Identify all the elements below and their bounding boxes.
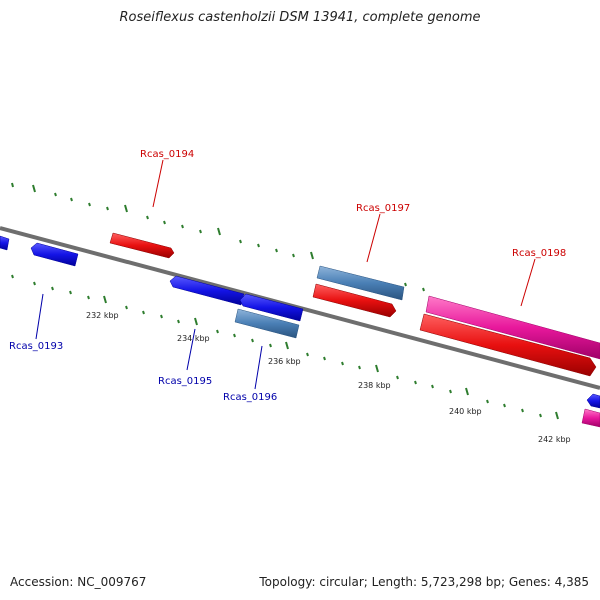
gene-left-partial-shape[interactable]: [0, 235, 10, 251]
gene-label-rcas-0195[interactable]: Rcas_0195: [158, 376, 212, 387]
tick-label-242kbp: 242 kbp: [538, 435, 571, 444]
gene-rcas-0193-shape[interactable]: [30, 242, 79, 267]
genome-title: Roseiflexus castenholzii DSM 13941, comp…: [119, 10, 481, 25]
inner-tick-track: [11, 274, 559, 420]
leader-rcas-0198: [520, 258, 536, 307]
gene-rcas-0196-shape[interactable]: [234, 308, 300, 339]
leader-rcas-0194: [152, 159, 164, 208]
gene-label-rcas-0197[interactable]: Rcas_0197: [356, 203, 410, 214]
gene-rcas-0195-shape[interactable]: [169, 275, 245, 306]
gene-rcas-0198-shape[interactable]: [419, 313, 597, 377]
gene-label-rcas-0196[interactable]: Rcas_0196: [223, 392, 277, 403]
tick-label-238kbp: 238 kbp: [358, 381, 391, 390]
gene-rcas-0197-shape[interactable]: [312, 283, 397, 318]
gene-right-partial-blue-shape[interactable]: [586, 393, 600, 409]
gene-rcas-0195b-shape[interactable]: [239, 293, 304, 322]
gene-rcas-0198-pink-shape[interactable]: [425, 295, 600, 360]
leader-rcas-0193: [35, 293, 44, 340]
gene-label-rcas-0194[interactable]: Rcas_0194: [140, 149, 194, 160]
tick-label-236kbp: 236 kbp: [268, 357, 301, 366]
gene-rcas-0194-shape[interactable]: [109, 232, 175, 259]
leader-rcas-0195: [186, 328, 196, 371]
gene-right-partial-pink-shape[interactable]: [581, 408, 600, 428]
tick-label-240kbp: 240 kbp: [449, 407, 482, 416]
leader-rcas-0196: [254, 345, 263, 390]
gene-rcas-0197-steel-shape[interactable]: [316, 265, 405, 301]
accession-text: Accession: NC_009767: [10, 575, 147, 589]
tick-label-232kbp: 232 kbp: [86, 311, 119, 320]
leader-rcas-0197: [366, 213, 381, 263]
outer-tick-track: [11, 182, 314, 260]
outer-tick-track-right: [404, 282, 425, 292]
topology-text: Topology: circular; Length: 5,723,298 bp…: [259, 575, 589, 589]
gene-label-rcas-0193[interactable]: Rcas_0193: [9, 341, 63, 352]
gene-label-rcas-0198[interactable]: Rcas_0198: [512, 248, 566, 259]
